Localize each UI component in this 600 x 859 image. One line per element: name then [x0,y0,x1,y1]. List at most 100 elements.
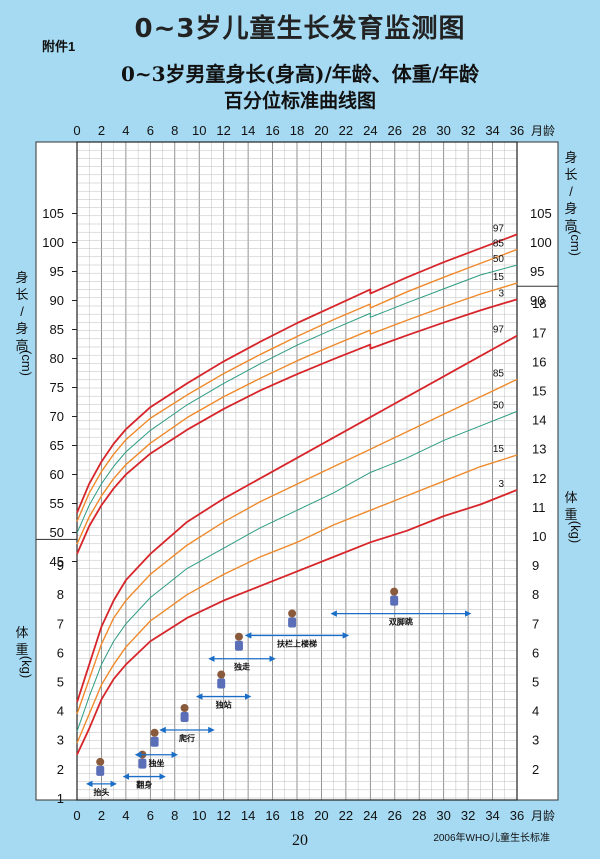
child-body [288,617,297,628]
x-tick-label-top: 12 [216,123,230,138]
child-figure-icon [390,587,399,606]
milestone-label: 抬头 [93,787,109,797]
x-tick-label-bottom: 28 [412,808,426,823]
x-tick-label-top: 28 [412,123,426,138]
height-tick-label-left: 70 [50,409,64,424]
child-figure-icon [288,609,297,628]
height-axis-title-right: / [569,184,573,199]
weight-curve-p50 [76,410,518,732]
child-body [150,736,159,747]
height-curve-label-p50: 50 [493,254,505,265]
x-tick-label-top: 18 [290,123,304,138]
child-figure-icon [180,704,189,723]
height-axis-title-left: 高 [15,338,28,353]
weight-tick-label-right: 13 [532,442,546,457]
x-tick-label-bottom: 32 [461,808,475,823]
x-tick-label-top: 36 [510,123,524,138]
weight-axis-title-left: (kg) [19,656,34,678]
weight-tick-label-right: 8 [532,587,539,602]
plot-frame [76,141,518,801]
x-tick-label-bottom: 10 [192,808,206,823]
x-tick-label-top: 10 [192,123,206,138]
weight-curve-label-p85: 85 [493,368,505,379]
height-axis-title-left: / [20,304,24,319]
weight-curve-p15 [76,454,518,744]
height-axis-title-right: (cm) [568,230,583,256]
weight-tick-label-left: 7 [57,616,64,631]
height-tick-label-right: 90 [530,293,544,308]
weight-tick-label-right: 18 [532,296,546,311]
height-curve-p3 [76,298,518,555]
child-head [180,704,189,713]
height-tick-label-left: 80 [50,351,64,366]
weight-axis-title-right: (kg) [568,521,583,543]
child-figure-icon [150,728,159,747]
x-tick-label-bottom: 18 [290,808,304,823]
height-axis-title-right: 身 [564,201,577,216]
weight-curve-p3 [76,489,518,756]
weight-tick-label-right: 2 [532,762,539,777]
height-tick-label-left: 60 [50,467,64,482]
child-head [390,587,399,596]
weight-tick-label-right: 16 [532,354,546,369]
height-tick-label-left: 75 [50,380,64,395]
height-curve-label-p3: 3 [498,288,504,299]
child-head [96,757,105,766]
child-figure-icon [138,750,147,769]
milestone-label: 独走 [233,662,251,672]
x-tick-label-bottom: 6 [147,808,154,823]
weight-tick-label-left: 8 [57,587,64,602]
chart-subtitle-line2: 百分位标准曲线图 [223,90,376,112]
page-number: 20 [292,832,308,849]
child-head [150,728,159,737]
weight-tick-label-right: 5 [532,675,539,690]
height-tick-label-left: 85 [50,322,64,337]
height-tick-label-left: 90 [50,293,64,308]
source-note: 2006年WHO儿童生长标准 [433,833,550,844]
x-tick-label-top: 22 [339,123,353,138]
milestone-label: 扶栏上楼梯 [277,638,317,648]
x-tick-label-bottom: 22 [339,808,353,823]
milestone-label: 独坐 [147,758,164,768]
weight-tick-label-left: 6 [57,645,64,660]
height-curve-p50 [76,264,518,534]
weight-tick-label-right: 4 [532,704,539,719]
child-body [138,758,147,769]
weight-tick-label-left: 9 [57,558,64,573]
x-tick-label-bottom: 26 [388,808,402,823]
milestone-label: 翻身 [136,780,152,790]
milestone-label: 独站 [215,700,232,710]
x-axis-title-bottom: 月龄 [531,809,555,823]
x-tick-label-bottom: 34 [485,808,499,823]
height-curve-p85 [76,248,518,522]
child-figure-icon [234,632,243,651]
x-tick-label-top: 34 [485,123,499,138]
x-tick-label-top: 8 [171,123,178,138]
weight-tick-label-right: 10 [532,529,546,544]
height-tick-label-left: 45 [50,554,64,569]
left-height-axis-panel [35,141,78,574]
weight-tick-label-right: 6 [532,645,539,660]
right-weight-axis-panel [516,285,559,801]
height-tick-label-right: 105 [530,206,552,221]
height-tick-label-left: 95 [50,264,64,279]
x-tick-label-bottom: 8 [171,808,178,823]
height-tick-label-left: 50 [50,525,64,540]
weight-tick-label-right: 11 [532,500,546,515]
main-title: 0~3岁儿童生长发育监测图 [134,14,466,44]
x-tick-label-bottom: 24 [363,808,377,823]
height-axis-title-left: 身 [15,321,28,336]
height-tick-label-left: 105 [42,206,64,221]
height-axis-title-right: 身 [564,150,577,165]
x-tick-label-bottom: 14 [241,808,255,823]
height-tick-label-left: 100 [42,235,64,250]
height-tick-label-left: 65 [50,438,64,453]
height-curve-p15 [76,282,518,545]
weight-tick-label-right: 15 [532,384,546,399]
x-tick-label-top: 0 [73,123,80,138]
height-axis-title-left: 身 [15,270,28,285]
child-figure-icon [217,670,226,689]
height-curve-label-p97: 97 [493,223,505,234]
weight-tick-label-right: 9 [532,558,539,573]
child-body [234,640,243,651]
